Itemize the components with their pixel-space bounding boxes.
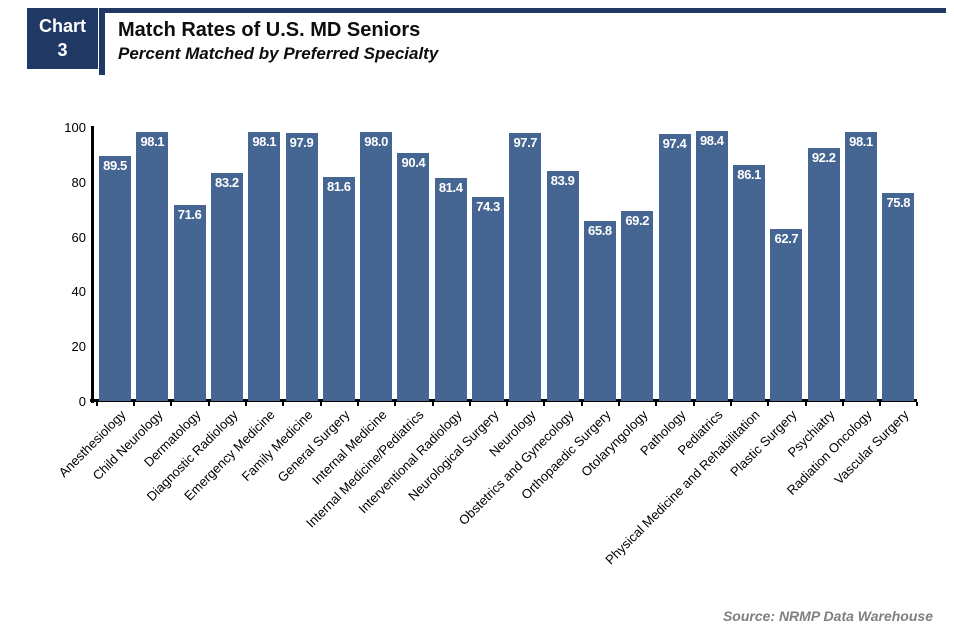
chart-badge-word: Chart: [38, 16, 86, 37]
bar-value-label: 97.4: [662, 136, 687, 152]
x-axis-tick: [804, 402, 807, 406]
x-axis-tick: [95, 402, 98, 406]
bar-value-label: 98.1: [849, 134, 873, 150]
header-left-rule: [99, 8, 105, 75]
x-axis-tick: [356, 402, 359, 406]
chart-number-badge: Chart 3: [27, 8, 98, 69]
bar: 97.4: [658, 134, 691, 401]
bar: 89.5: [99, 155, 131, 401]
x-axis-tick: [543, 402, 546, 406]
bar: 92.2: [807, 148, 840, 401]
bar: 81.6: [322, 177, 355, 401]
x-axis-tick: [394, 402, 397, 406]
bar: 97.7: [509, 133, 542, 401]
bar: 86.1: [733, 165, 766, 401]
chart-badge-number: 3: [57, 39, 68, 60]
bar-value-label: 71.6: [177, 206, 202, 222]
bar: 75.8: [882, 193, 915, 401]
y-tick-label: 60: [71, 229, 86, 245]
bar: 69.2: [621, 211, 654, 401]
x-axis-tick: [319, 402, 322, 406]
x-axis-tick: [916, 402, 919, 406]
bar: 98.1: [136, 132, 169, 401]
x-axis-tick: [282, 402, 285, 406]
bar: 98.1: [845, 132, 877, 401]
bar-value-label: 83.9: [550, 173, 575, 189]
bar-value-label: 83.2: [215, 175, 239, 191]
bar-value-label: 81.4: [438, 179, 463, 195]
x-axis-tick: [580, 402, 583, 406]
x-axis-tick: [133, 402, 136, 406]
bar: 74.3: [472, 197, 504, 401]
bar-value-label: 62.7: [774, 231, 799, 247]
y-tick-label: 20: [71, 339, 86, 355]
x-axis-tick: [692, 402, 695, 406]
bar: 62.7: [770, 229, 803, 401]
bar-value-label: 98.4: [699, 133, 724, 149]
bar-value-label: 97.9: [289, 134, 314, 150]
bar-value-label: 89.5: [103, 157, 127, 173]
bar-value-label: 75.8: [886, 195, 911, 211]
bar: 83.2: [210, 173, 243, 401]
bar-value-label: 65.8: [588, 222, 612, 238]
x-axis-tick: [506, 402, 509, 406]
x-axis-tick: [729, 402, 732, 406]
x-axis-tick: [767, 402, 770, 406]
bar-value-label: 98.1: [252, 134, 277, 150]
bar-value-label: 92.2: [811, 150, 836, 166]
bar-value-label: 98.0: [364, 134, 388, 150]
bar: 71.6: [173, 204, 206, 401]
x-axis-tick: [618, 402, 620, 406]
bar-value-label: 81.6: [326, 179, 351, 195]
x-axis-tick: [245, 402, 247, 406]
y-tick-label: 80: [71, 174, 86, 190]
bar-value-label: 97.7: [513, 135, 538, 151]
bar: 97.9: [285, 132, 318, 401]
bar: 90.4: [397, 153, 430, 401]
x-axis-tick: [655, 402, 658, 406]
y-axis-line: [91, 126, 94, 403]
bar: 98.0: [360, 132, 393, 401]
x-axis-tick: [841, 402, 844, 406]
page-subtitle: Percent Matched by Preferred Specialty: [118, 44, 439, 63]
y-tick-label: 40: [71, 284, 86, 300]
bar: 98.4: [695, 131, 728, 401]
bar-value-label: 86.1: [737, 167, 761, 183]
header-top-rule: [99, 8, 946, 13]
bar-value-label: 74.3: [476, 199, 500, 215]
bar: 98.1: [248, 132, 281, 401]
source-note: Source: NRMP Data Warehouse: [722, 608, 933, 624]
x-axis-tick: [879, 402, 882, 406]
y-tick-label: 0: [78, 394, 86, 409]
bar: 83.9: [546, 171, 579, 401]
x-axis-tick: [207, 402, 210, 406]
y-tick-label: 100: [64, 120, 86, 135]
bar-value-label: 98.1: [140, 134, 165, 150]
page-title: Match Rates of U.S. MD Seniors: [118, 19, 421, 41]
x-axis-tick: [468, 402, 471, 406]
bar: 65.8: [583, 220, 616, 401]
x-axis-tick: [431, 402, 434, 406]
x-axis-tick: [170, 402, 173, 406]
bar-value-label: 90.4: [401, 155, 426, 171]
bar: 81.4: [434, 177, 467, 401]
bar-value-label: 69.2: [625, 213, 650, 229]
